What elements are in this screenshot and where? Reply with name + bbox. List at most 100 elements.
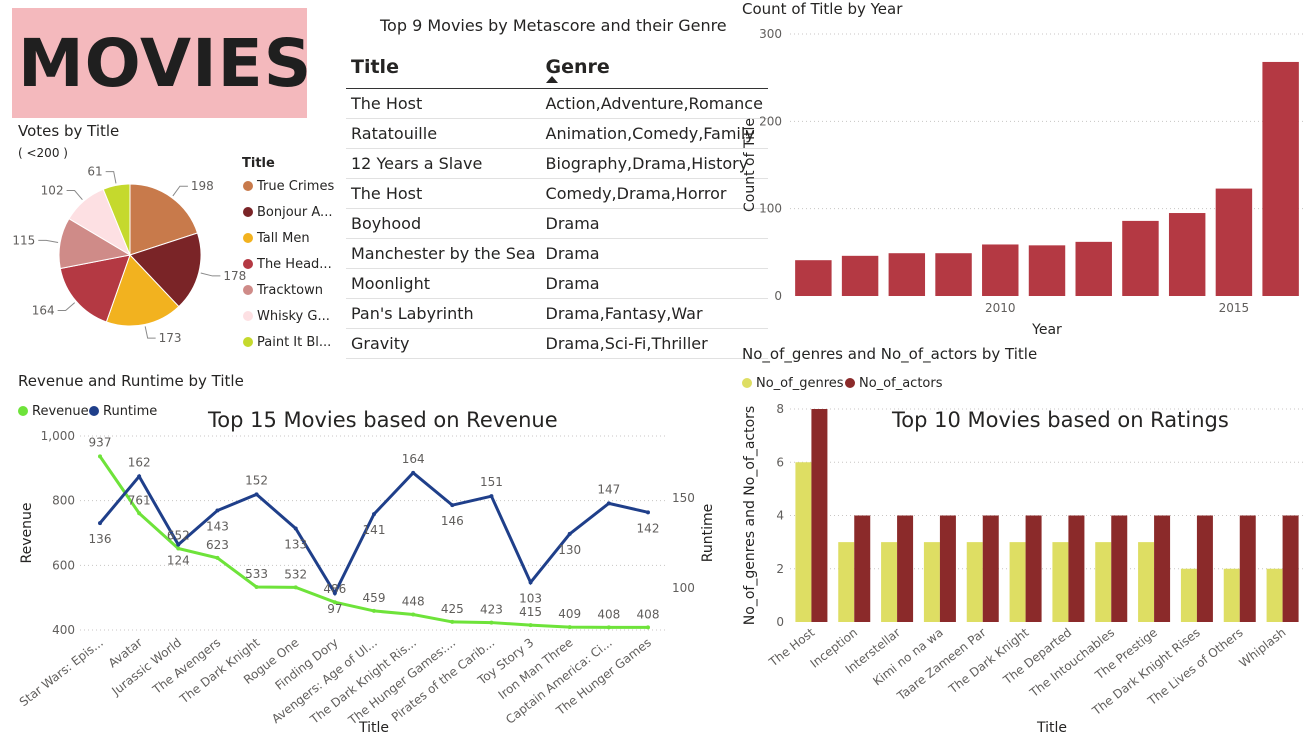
year-bar[interactable] — [1028, 245, 1066, 296]
table-row[interactable]: Pan's Labyrinth Drama,Fantasy,War — [346, 298, 768, 329]
revenue-point[interactable] — [176, 546, 181, 551]
runtime-data-label: 124 — [167, 554, 190, 568]
runtime-point[interactable] — [215, 508, 220, 513]
pie-legend-item[interactable]: True Crimes — [243, 179, 334, 194]
table-row[interactable]: Moonlight Drama — [346, 268, 768, 299]
column-header-title[interactable]: Title — [346, 50, 541, 89]
pie-slice[interactable] — [129, 232, 202, 308]
runtime-point[interactable] — [489, 494, 494, 499]
revenue-point[interactable] — [450, 619, 455, 624]
table-row[interactable]: Boyhood Drama — [346, 208, 768, 239]
pie-legend-item[interactable]: Paint It Bl... — [243, 335, 331, 350]
actors-bar[interactable] — [1068, 515, 1085, 623]
revenue-point[interactable] — [606, 625, 611, 630]
genres-bar[interactable] — [1095, 542, 1112, 622]
year-bar[interactable] — [795, 260, 832, 296]
year-bar[interactable] — [888, 253, 926, 296]
actors-bar[interactable] — [1282, 515, 1299, 623]
pie-legend-item[interactable]: The Head... — [243, 257, 332, 272]
runtime-point[interactable] — [332, 591, 337, 596]
actors-bar[interactable] — [897, 515, 914, 623]
runtime-point[interactable] — [606, 501, 611, 506]
table-row[interactable]: Manchester by the Sea Drama — [346, 238, 768, 269]
genres-bar[interactable] — [923, 542, 940, 622]
genres-bar[interactable] — [1009, 542, 1026, 622]
legend-runtime-marker — [89, 406, 99, 416]
year-bar[interactable] — [982, 244, 1019, 296]
actors-bar[interactable] — [1196, 515, 1213, 623]
year-bar-chart[interactable]: 0 100 200 300 2010 2015 Year Count of Title — [738, 20, 1307, 340]
runtime-point[interactable] — [450, 503, 455, 508]
genres-bar[interactable] — [1266, 568, 1283, 622]
table-row[interactable]: The Host Action,Adventure,Romance — [346, 88, 768, 119]
runtime-point[interactable] — [372, 512, 376, 517]
genres-bar[interactable] — [1052, 542, 1069, 622]
pie-chart[interactable]: 198 178 173 164 115 102 61 — [0, 160, 330, 350]
revenue-point[interactable] — [215, 555, 220, 560]
runtime-point[interactable] — [293, 526, 298, 531]
pie-slice[interactable] — [129, 183, 199, 256]
runtime-point[interactable] — [528, 580, 533, 585]
pie-slice[interactable] — [105, 254, 180, 327]
actors-bar[interactable] — [982, 515, 999, 623]
revenue-point[interactable] — [411, 612, 416, 617]
legend-revenue[interactable]: Revenue — [18, 404, 89, 419]
y2-tick-label: 100 — [672, 581, 695, 595]
year-bar[interactable] — [1122, 220, 1159, 296]
genres-bar[interactable] — [881, 542, 898, 622]
pie-legend-item[interactable]: Tracktown — [243, 283, 323, 298]
actors-bar[interactable] — [1111, 515, 1128, 623]
genres-bar[interactable] — [966, 542, 983, 622]
legend-runtime[interactable]: Runtime — [89, 404, 157, 419]
revenue-point[interactable] — [254, 584, 259, 589]
revenue-point[interactable] — [646, 625, 650, 630]
revenue-point[interactable] — [137, 511, 142, 516]
year-bar[interactable] — [935, 253, 972, 296]
year-bar[interactable] — [1262, 61, 1299, 296]
pie-legend-label: Bonjour A... — [257, 205, 333, 220]
revenue-point[interactable] — [372, 608, 376, 613]
actors-bar[interactable] — [811, 409, 828, 622]
pie-legend-item[interactable]: Tall Men — [243, 231, 310, 246]
actors-bar[interactable] — [1025, 515, 1042, 623]
revenue-point[interactable] — [293, 585, 298, 590]
runtime-point[interactable] — [137, 474, 142, 479]
revenue-point[interactable] — [567, 625, 572, 630]
table-row[interactable]: 12 Years a Slave Biography,Drama,History — [346, 148, 768, 179]
pie-legend-item[interactable]: Whisky G... — [243, 309, 330, 324]
revenue-point[interactable] — [98, 454, 102, 459]
year-bar[interactable] — [1215, 188, 1253, 296]
genres-bar[interactable] — [1180, 568, 1197, 622]
runtime-point[interactable] — [176, 542, 181, 547]
pie-slice[interactable] — [102, 183, 131, 256]
actors-bar[interactable] — [854, 515, 871, 623]
genres-bar[interactable] — [1223, 568, 1240, 622]
actors-bar[interactable] — [939, 515, 956, 623]
pie-legend-item[interactable]: Bonjour A... — [243, 205, 332, 220]
revenue-line-chart[interactable]: 400 600 800 1,000 100 150 937 761 652 623 533 532 48… — [0, 400, 735, 735]
revenue-point[interactable] — [528, 623, 533, 628]
actors-bar[interactable] — [1154, 515, 1171, 623]
column-header-genre[interactable]: Genre — [540, 50, 768, 89]
year-bar[interactable] — [1075, 241, 1112, 296]
genres-bar[interactable] — [795, 462, 812, 622]
runtime-point[interactable] — [411, 470, 416, 475]
runtime-point[interactable] — [646, 510, 650, 515]
pie-slice[interactable] — [59, 254, 131, 323]
table-row[interactable]: Ratatouille Animation,Comedy,Family — [346, 118, 768, 149]
runtime-point[interactable] — [254, 492, 259, 497]
legend-no-of-actors[interactable]: No_of_actors — [845, 376, 943, 391]
runtime-point[interactable] — [567, 531, 572, 536]
revenue-point[interactable] — [489, 620, 494, 625]
actors-bar[interactable] — [1239, 515, 1256, 623]
genres-bar[interactable] — [1138, 542, 1155, 622]
table-row[interactable]: Gravity Drama,Sci-Fi,Thriller — [346, 328, 768, 359]
genres-bar[interactable] — [838, 542, 855, 622]
table-row[interactable]: The Host Comedy,Drama,Horror — [346, 178, 768, 209]
legend-no-of-genres[interactable]: No_of_genres — [742, 376, 844, 391]
year-bar[interactable] — [841, 255, 879, 296]
runtime-point[interactable] — [98, 521, 102, 526]
year-bar[interactable] — [1168, 213, 1206, 296]
revenue-point[interactable] — [332, 600, 337, 605]
